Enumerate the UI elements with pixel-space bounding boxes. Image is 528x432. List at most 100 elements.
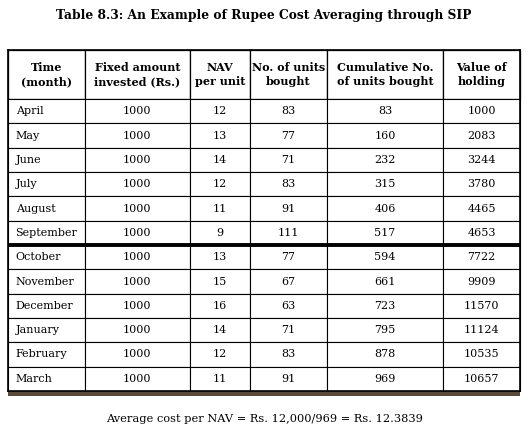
Bar: [444, 367, 520, 391]
Text: 1000: 1000: [123, 155, 152, 165]
Text: December: December: [16, 301, 73, 311]
Text: 83: 83: [378, 106, 392, 116]
Bar: [190, 318, 250, 342]
Bar: [190, 367, 250, 391]
Text: 406: 406: [374, 203, 395, 213]
Bar: [250, 221, 327, 245]
Text: Average cost per NAV = Rs. 12,000/969 = Rs. 12.3839: Average cost per NAV = Rs. 12,000/969 = …: [106, 414, 422, 424]
Bar: [250, 245, 327, 270]
Text: 160: 160: [374, 130, 395, 141]
Bar: [85, 197, 190, 221]
Text: 7722: 7722: [467, 252, 496, 262]
Text: November: November: [16, 276, 74, 286]
Bar: [8, 148, 85, 172]
Text: Table 8.3: An Example of Rupee Cost Averaging through SIP: Table 8.3: An Example of Rupee Cost Aver…: [56, 9, 472, 22]
Bar: [250, 318, 327, 342]
Text: 12: 12: [213, 106, 227, 116]
Bar: [85, 245, 190, 270]
Bar: [8, 342, 85, 367]
Bar: [85, 221, 190, 245]
Text: 3244: 3244: [467, 155, 496, 165]
Bar: [327, 270, 444, 294]
Bar: [327, 342, 444, 367]
Text: October: October: [16, 252, 61, 262]
Text: 14: 14: [213, 325, 227, 335]
Bar: [250, 197, 327, 221]
Text: 2083: 2083: [467, 130, 496, 141]
Text: 71: 71: [281, 325, 295, 335]
Text: 1000: 1000: [123, 374, 152, 384]
Text: 11: 11: [213, 374, 227, 384]
Bar: [327, 318, 444, 342]
Bar: [8, 294, 85, 318]
Text: 9909: 9909: [467, 276, 496, 286]
Bar: [444, 99, 520, 124]
Text: 1000: 1000: [123, 276, 152, 286]
Text: 13: 13: [213, 130, 227, 141]
Text: May: May: [16, 130, 40, 141]
Bar: [190, 245, 250, 270]
Bar: [8, 245, 85, 270]
Text: 517: 517: [374, 228, 395, 238]
Text: 63: 63: [281, 301, 295, 311]
Text: 4653: 4653: [467, 228, 496, 238]
Bar: [190, 148, 250, 172]
Text: 1000: 1000: [123, 228, 152, 238]
Bar: [327, 197, 444, 221]
Text: 83: 83: [281, 106, 295, 116]
Text: 10535: 10535: [464, 349, 499, 359]
Bar: [8, 50, 85, 99]
Bar: [444, 318, 520, 342]
Bar: [190, 221, 250, 245]
Text: 14: 14: [213, 155, 227, 165]
Bar: [250, 294, 327, 318]
Bar: [85, 148, 190, 172]
Bar: [250, 367, 327, 391]
Text: 232: 232: [374, 155, 395, 165]
Text: 12: 12: [213, 179, 227, 189]
Text: 11: 11: [213, 203, 227, 213]
Text: 1000: 1000: [123, 106, 152, 116]
Text: 71: 71: [281, 155, 295, 165]
Bar: [327, 99, 444, 124]
Text: 12: 12: [213, 349, 227, 359]
Text: 16: 16: [213, 301, 227, 311]
Bar: [444, 50, 520, 99]
Bar: [8, 391, 520, 396]
Text: 10657: 10657: [464, 374, 499, 384]
Bar: [85, 50, 190, 99]
Bar: [250, 99, 327, 124]
Bar: [190, 197, 250, 221]
Text: 969: 969: [374, 374, 395, 384]
Bar: [190, 342, 250, 367]
Text: July: July: [16, 179, 37, 189]
Text: 594: 594: [374, 252, 395, 262]
Text: 878: 878: [374, 349, 395, 359]
Bar: [85, 294, 190, 318]
Text: 15: 15: [213, 276, 227, 286]
Bar: [444, 197, 520, 221]
Text: June: June: [16, 155, 41, 165]
Text: 9: 9: [216, 228, 223, 238]
Bar: [444, 342, 520, 367]
Text: September: September: [16, 228, 78, 238]
Bar: [444, 245, 520, 270]
Bar: [190, 50, 250, 99]
Text: No. of units
bought: No. of units bought: [251, 62, 325, 87]
Text: Fixed amount
invested (Rs.): Fixed amount invested (Rs.): [95, 62, 181, 87]
Bar: [85, 342, 190, 367]
Bar: [444, 294, 520, 318]
Text: 1000: 1000: [467, 106, 496, 116]
Text: 1000: 1000: [123, 179, 152, 189]
Bar: [190, 294, 250, 318]
Text: 1000: 1000: [123, 203, 152, 213]
Bar: [444, 148, 520, 172]
Text: 83: 83: [281, 349, 295, 359]
Bar: [327, 124, 444, 148]
Bar: [250, 342, 327, 367]
Bar: [85, 172, 190, 197]
Text: March: March: [16, 374, 52, 384]
Text: January: January: [16, 325, 60, 335]
Bar: [250, 50, 327, 99]
Text: 723: 723: [374, 301, 395, 311]
